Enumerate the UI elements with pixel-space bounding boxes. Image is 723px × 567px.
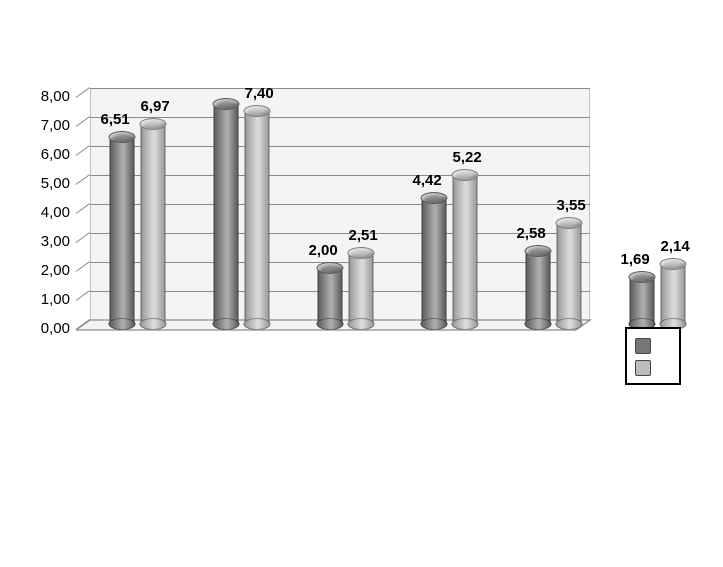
gridline: [90, 117, 590, 118]
bar-series-a: [317, 262, 342, 330]
gridline: [90, 233, 590, 234]
y-tick-label: 8,00: [26, 88, 70, 105]
gridline-side: [75, 145, 90, 156]
y-tick-label: 1,00: [26, 291, 70, 308]
bar-label: 7,40: [245, 85, 274, 102]
plot-area: 0,001,002,003,004,005,006,007,008,006,51…: [76, 88, 590, 330]
y-tick-label: 6,00: [26, 146, 70, 163]
legend-swatch: [635, 338, 651, 354]
bar-label: 1,69: [621, 251, 650, 268]
bar-series-a: [525, 245, 550, 330]
legend-item: [635, 335, 671, 357]
chart-canvas: 0,00 1,00 2,00 3,00 4,00 5,00 6,00 7,00 8,00 6,51…: [0, 0, 723, 567]
y-tick-label: 7,00: [26, 117, 70, 134]
bar-series-b: [660, 258, 685, 330]
bar-label: 6,97: [141, 98, 170, 115]
gridline: [90, 175, 590, 176]
bar-label: 2,51: [349, 227, 378, 244]
bar-label: 2,58: [517, 225, 546, 242]
gridline-side: [75, 261, 90, 272]
gridline-side: [75, 87, 90, 98]
y-tick-label: 4,00: [26, 204, 70, 221]
bar-label: 5,22: [453, 149, 482, 166]
bar-label: 3,55: [557, 197, 586, 214]
gridline-side: [75, 290, 90, 301]
legend: [625, 327, 681, 385]
bar-label: 2,14: [661, 238, 690, 255]
gridline: [90, 204, 590, 205]
bar-series-a: [109, 131, 134, 330]
y-tick-label: 5,00: [26, 175, 70, 192]
y-tick-label: 2,00: [26, 262, 70, 279]
gridline: [90, 88, 590, 89]
bar-series-a: [421, 192, 446, 330]
bar-series-b: [244, 105, 269, 330]
bar-series-b: [140, 118, 165, 330]
gridline-side: [75, 232, 90, 243]
legend-swatch: [635, 360, 651, 376]
bar-series-b: [348, 247, 373, 330]
bar-label: 2,00: [309, 242, 338, 259]
bar-series-b: [452, 169, 477, 330]
bar-label: 6,51: [101, 111, 130, 128]
bar-series-b: [556, 217, 581, 330]
bar-series-a: [213, 98, 238, 330]
gridline: [90, 146, 590, 147]
y-tick-label: 3,00: [26, 233, 70, 250]
bar-label: 4,42: [413, 172, 442, 189]
gridline-side: [75, 174, 90, 185]
y-tick-label: 0,00: [26, 320, 70, 337]
gridline-side: [75, 203, 90, 214]
bar-series-a: [629, 271, 654, 330]
legend-item: [635, 357, 671, 379]
gridline-side: [75, 116, 90, 127]
